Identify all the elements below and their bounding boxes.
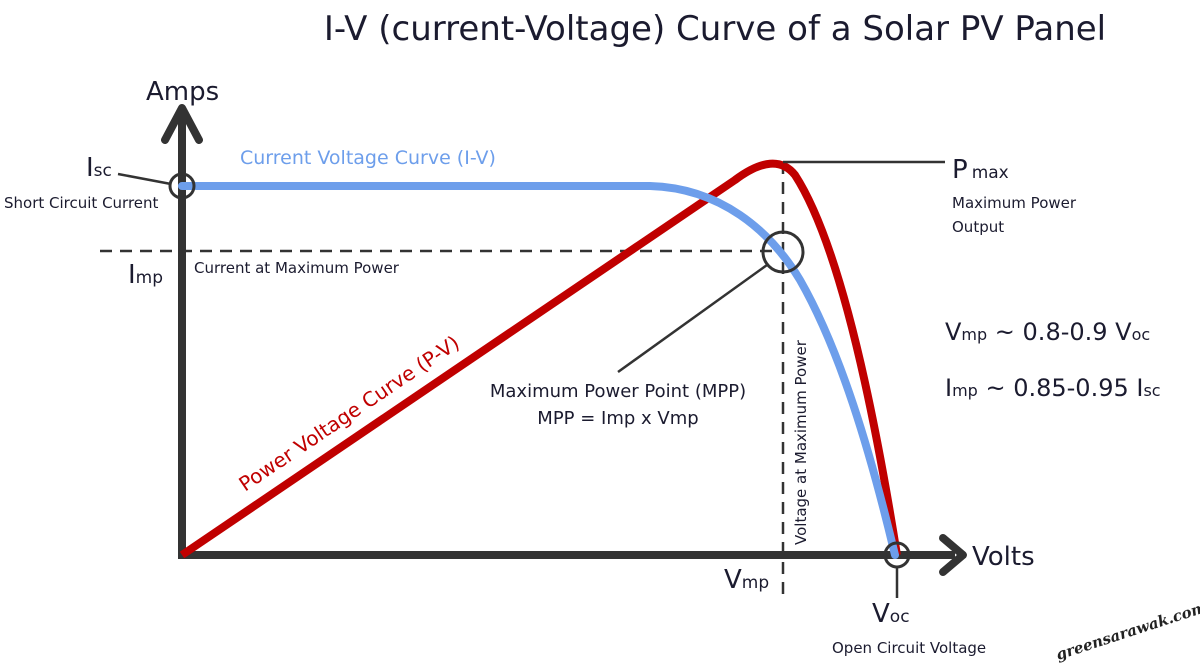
isc-marker xyxy=(168,172,196,200)
mpp-label-line1: Maximum Power Point (MPP) xyxy=(490,381,746,402)
vmp-symbol: Vmp xyxy=(724,565,769,595)
pmax-description-line2: Output xyxy=(952,218,1004,236)
mpp-marker xyxy=(761,230,805,274)
x-axis-arrow-icon xyxy=(939,534,967,576)
mpp-label-line2: MPP = Imp x Vmp xyxy=(537,408,698,429)
isc-symbol: Isc xyxy=(86,153,112,183)
iv-curve-label: Current Voltage Curve (I-V) xyxy=(240,147,496,169)
voc-symbol: Voc xyxy=(872,599,910,629)
y-axis-arrow-icon xyxy=(161,104,203,144)
x-axis-label: Volts xyxy=(972,542,1035,572)
voc-description: Open Circuit Voltage xyxy=(832,639,986,657)
mpp-leader xyxy=(617,263,768,374)
imp-symbol: Imp xyxy=(128,260,163,290)
imp-description: Current at Maximum Power xyxy=(194,259,400,277)
pv-curve xyxy=(179,159,901,559)
title: I-V (current-Voltage) Curve of a Solar P… xyxy=(324,9,1106,49)
pv-curve-label: Power Voltage Curve (P-V) xyxy=(234,331,463,497)
vmp-formula: Vmp ~ 0.8-0.9 Voc xyxy=(945,318,1150,346)
vmp-description: Voltage at Maximum Power xyxy=(792,339,810,545)
imp-formula: Imp ~ 0.85-0.95 Isc xyxy=(945,374,1161,402)
y-axis-label: Amps xyxy=(146,77,219,107)
isc-description: Short Circuit Current xyxy=(4,194,159,212)
isc-leader xyxy=(117,172,172,186)
iv-curve xyxy=(178,182,899,559)
watermark: greensarawak.com xyxy=(1054,598,1200,664)
pmax-description-line1: Maximum Power xyxy=(952,194,1077,212)
